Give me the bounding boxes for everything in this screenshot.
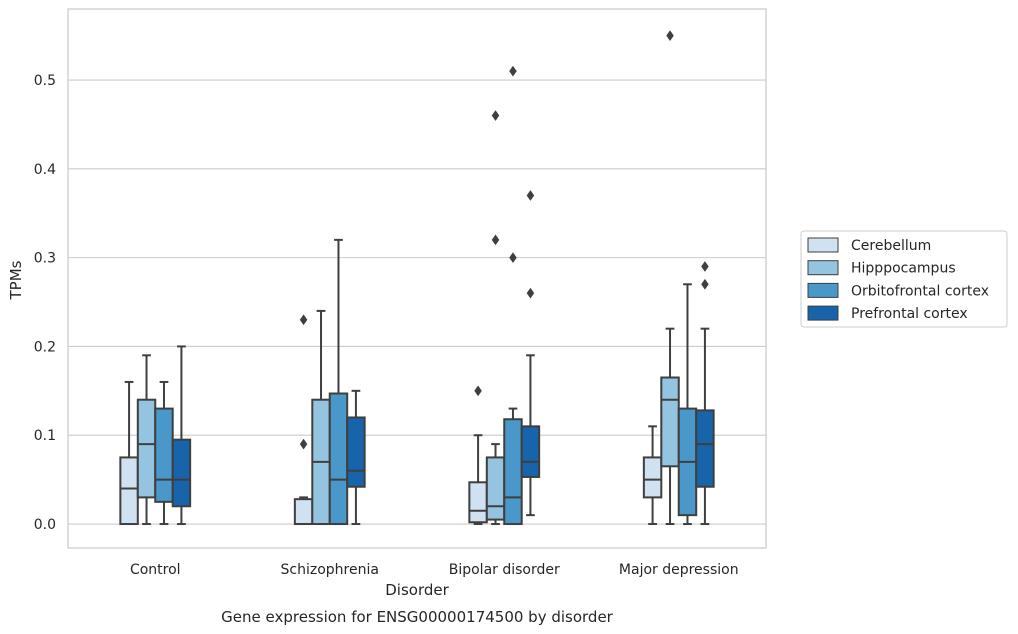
box — [154, 407, 174, 503]
box — [119, 456, 139, 526]
box-group — [642, 30, 715, 526]
legend-label: Cerebellum — [851, 238, 931, 254]
legend-swatch — [807, 305, 839, 321]
legend-label: Prefrontal cortex — [851, 306, 968, 322]
box — [503, 418, 523, 526]
y-axis-title: TPMs — [7, 260, 25, 300]
y-tick-label: 0.3 — [34, 251, 56, 267]
outlier-point — [701, 278, 709, 290]
legend: Cerebellum Hipppocampus Orbitofrontal cort… — [800, 230, 1008, 328]
box-groups — [119, 30, 715, 526]
y-axis-ticks: 0.0 0.1 0.2 0.3 0.4 0.5 — [34, 73, 56, 533]
y-tick-label: 0.4 — [34, 162, 56, 178]
legend-swatch — [807, 237, 839, 253]
outlier-point — [299, 438, 308, 450]
box — [468, 481, 488, 524]
outlier-point — [299, 314, 308, 326]
x-tick-label: Bipolar disorder — [449, 562, 560, 578]
box — [346, 416, 366, 488]
box — [328, 392, 349, 526]
outlier-point — [526, 190, 535, 201]
legend-label: Orbitofrontal cortex — [851, 283, 989, 299]
box — [642, 456, 663, 499]
box-group — [468, 65, 541, 526]
outlier-point — [666, 30, 674, 42]
x-tick-label: Major depression — [619, 562, 739, 578]
legend-swatch — [807, 282, 839, 298]
box — [136, 398, 157, 499]
outlier-point — [509, 252, 517, 264]
plot-frame — [67, 8, 767, 549]
outlier-point — [491, 110, 500, 121]
x-axis-title: Disorder — [385, 581, 449, 599]
legend-frame — [800, 230, 1008, 328]
box — [520, 425, 541, 478]
outlier-point — [701, 261, 709, 272]
y-tick-label: 0.2 — [34, 339, 56, 355]
outlier-point — [474, 385, 482, 397]
outlier-point — [509, 65, 517, 77]
y-tick-label: 0.5 — [34, 73, 56, 89]
box — [695, 409, 715, 488]
outlier-point — [491, 234, 500, 246]
y-tick-label: 0.0 — [34, 517, 56, 533]
x-tick-label: Schizophrenia — [281, 562, 379, 578]
figure-caption: Gene expression for ENSG00000174500 by d… — [221, 608, 614, 626]
x-tick-label: Control — [130, 562, 181, 578]
box — [293, 498, 314, 526]
x-axis-ticks: Control Schizophrenia Bipolar disorder Majo… — [130, 562, 739, 578]
box — [171, 438, 192, 508]
outlier-point — [526, 287, 535, 299]
box — [660, 376, 680, 468]
box-group — [293, 238, 366, 526]
y-tick-label: 0.1 — [34, 428, 56, 444]
box — [485, 456, 506, 521]
box-group — [119, 345, 192, 526]
legend-swatch — [807, 260, 839, 276]
legend-label: Hipppocampus — [851, 261, 956, 277]
